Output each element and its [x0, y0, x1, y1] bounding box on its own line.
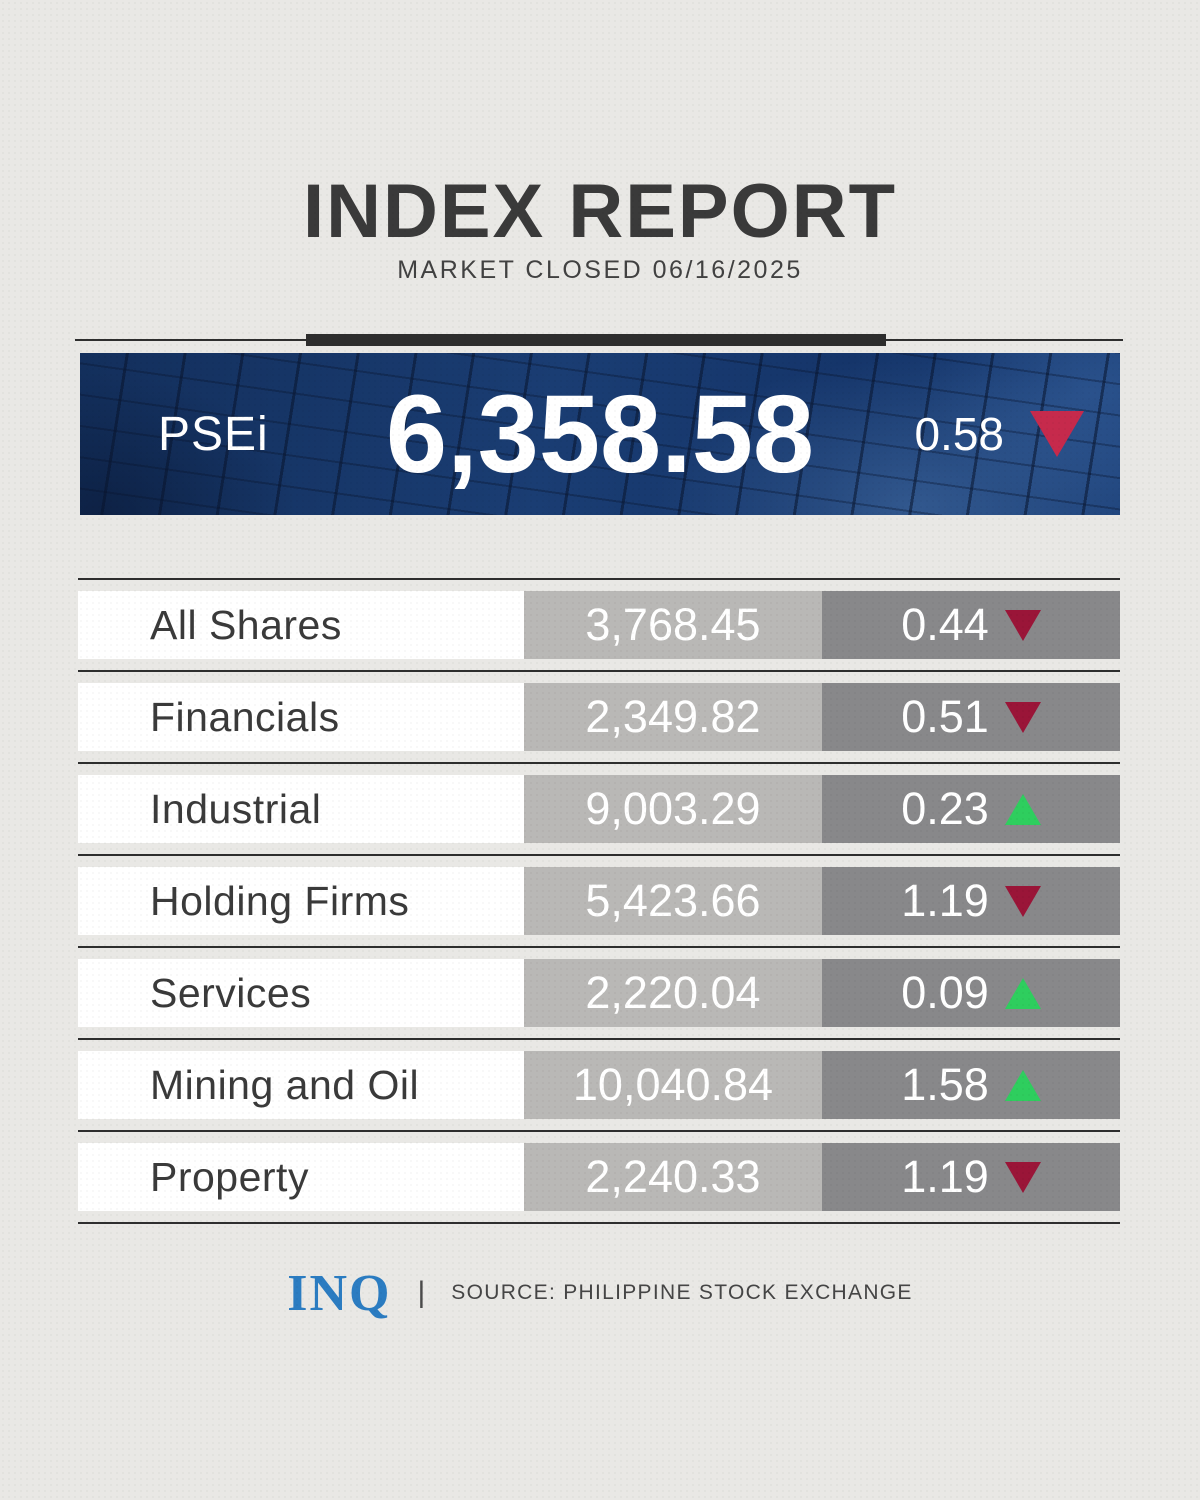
index-change: 0.51	[901, 691, 989, 742]
psei-change: 0.58	[914, 353, 1084, 515]
index-name: All Shares	[150, 601, 342, 648]
index-name-cell: Property	[78, 1143, 524, 1211]
index-change-cell: 0.44	[822, 591, 1120, 659]
down-triangle-icon	[1030, 411, 1084, 457]
index-name-cell: Financials	[78, 683, 524, 751]
index-value-cell: 3,768.45	[524, 591, 822, 659]
index-change: 0.09	[901, 967, 989, 1018]
row-separator	[78, 854, 1120, 856]
index-change: 1.19	[901, 875, 989, 926]
index-change-cell: 1.19	[822, 867, 1120, 935]
psei-value: 6,358.58	[385, 372, 815, 496]
inq-logo: INQ	[287, 1264, 392, 1322]
index-change: 1.19	[901, 1151, 989, 1202]
index-value-cell: 5,423.66	[524, 867, 822, 935]
index-change-cell: 1.58	[822, 1051, 1120, 1119]
row-separator	[78, 578, 1120, 580]
index-value-cell: 2,220.04	[524, 959, 822, 1027]
table-row: All Shares 3,768.45 0.44	[78, 578, 1120, 659]
header-divider-bar	[306, 334, 886, 346]
index-value: 2,220.04	[585, 967, 761, 1018]
index-value: 2,240.33	[585, 1151, 761, 1202]
index-change: 0.44	[901, 599, 989, 650]
index-name-cell: Holding Firms	[78, 867, 524, 935]
index-name-cell: Industrial	[78, 775, 524, 843]
table-row: Financials 2,349.82 0.51	[78, 670, 1120, 751]
index-name-cell: All Shares	[78, 591, 524, 659]
index-change: 1.58	[901, 1059, 989, 1110]
index-name: Services	[150, 969, 312, 1016]
market-status-subtitle: MARKET CLOSED 06/16/2025	[397, 256, 803, 284]
index-change-cell: 0.09	[822, 959, 1120, 1027]
index-value: 10,040.84	[572, 1059, 774, 1110]
index-name: Industrial	[150, 785, 322, 832]
index-change-cell: 0.23	[822, 775, 1120, 843]
row-separator	[78, 670, 1120, 672]
footer: INQ | SOURCE: PHILIPPINE STOCK EXCHANGE	[0, 1258, 1200, 1328]
up-triangle-icon	[1004, 977, 1041, 1009]
index-change-cell: 0.51	[822, 683, 1120, 751]
row-separator	[78, 1038, 1120, 1040]
index-change: 0.23	[901, 783, 989, 834]
table-row: Holding Firms 5,423.66 1.19	[78, 854, 1120, 935]
source-attribution: SOURCE: PHILIPPINE STOCK EXCHANGE	[451, 1281, 913, 1304]
index-value: 2,349.82	[585, 691, 761, 742]
index-value: 3,768.45	[585, 599, 761, 650]
table-row: Mining and Oil 10,040.84 1.58	[78, 1038, 1120, 1119]
index-name: Property	[150, 1153, 309, 1200]
row-separator	[78, 762, 1120, 764]
index-name-cell: Mining and Oil	[78, 1051, 524, 1119]
up-triangle-icon	[1004, 793, 1041, 825]
psei-label: PSEi	[158, 407, 269, 461]
down-triangle-icon	[1004, 885, 1041, 917]
up-triangle-icon	[1004, 1069, 1041, 1101]
table-row: Services 2,220.04 0.09	[78, 946, 1120, 1027]
down-triangle-icon	[1004, 609, 1041, 641]
table-row: Industrial 9,003.29 0.23	[78, 762, 1120, 843]
index-value-cell: 10,040.84	[524, 1051, 822, 1119]
psei-banner: PSEi 6,358.58 0.58	[80, 353, 1120, 515]
row-separator	[78, 1222, 1120, 1224]
index-value-cell: 9,003.29	[524, 775, 822, 843]
index-name: Holding Firms	[150, 877, 410, 924]
building-photo-background	[80, 353, 1120, 515]
row-separator	[78, 1130, 1120, 1132]
table-row: Property 2,240.33 1.19	[78, 1130, 1120, 1211]
index-table: All Shares 3,768.45 0.44 Financials 2,34…	[78, 578, 1120, 1224]
psei-change-value: 0.58	[914, 408, 1004, 460]
index-value-cell: 2,240.33	[524, 1143, 822, 1211]
page-title: INDEX REPORT	[302, 169, 898, 254]
down-triangle-icon	[1004, 1161, 1041, 1193]
index-value: 5,423.66	[585, 875, 761, 926]
index-name: Mining and Oil	[150, 1061, 420, 1108]
index-change-cell: 1.19	[822, 1143, 1120, 1211]
index-name-cell: Services	[78, 959, 524, 1027]
index-name: Financials	[150, 693, 340, 740]
row-separator	[78, 946, 1120, 948]
down-triangle-icon	[1004, 701, 1041, 733]
footer-separator: |	[417, 1276, 426, 1309]
index-value: 9,003.29	[585, 783, 761, 834]
index-value-cell: 2,349.82	[524, 683, 822, 751]
